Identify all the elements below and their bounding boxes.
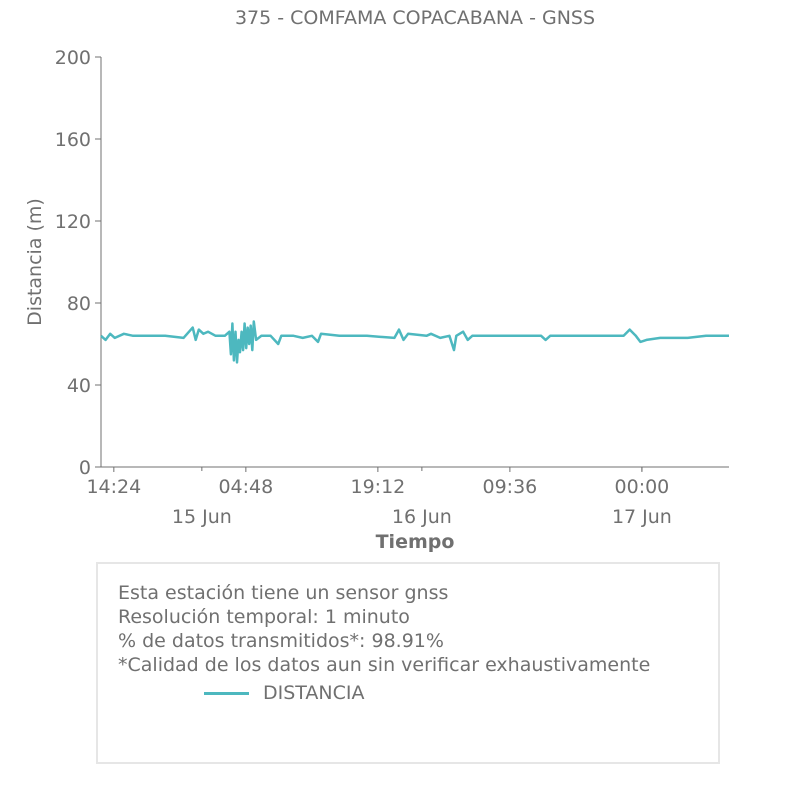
y-tick-label: 200 bbox=[55, 47, 91, 69]
y-axis-label: Distancia (m) bbox=[24, 198, 46, 326]
y-tick-label: 160 bbox=[55, 129, 91, 151]
series-line-distancia bbox=[100, 320, 729, 364]
info-quality-text: *Calidad de los datos aun sin verificar … bbox=[118, 654, 651, 676]
info-resolution-text: Resolución temporal: 1 minuto bbox=[118, 606, 410, 628]
date-label: 15 Jun bbox=[172, 506, 232, 528]
x-tick-label: 14:24 bbox=[86, 476, 141, 498]
chart-title: 375 - COMFAMA COPACABANA - GNSS bbox=[234, 7, 596, 29]
x-tick-label: 09:36 bbox=[483, 476, 538, 498]
y-tick-label: 120 bbox=[55, 211, 91, 233]
info-sensor-text: Esta estación tiene un sensor gnss bbox=[118, 582, 449, 604]
x-tick-label: 00:00 bbox=[615, 476, 670, 498]
x-ticks: 14:24 04:48 19:12 09:36 00:00 15 Jun 16 Jun 17 … bbox=[86, 467, 672, 528]
legend-label: DISTANCIA bbox=[263, 682, 365, 704]
y-ticks: 0 40 80 120 160 200 bbox=[55, 47, 101, 479]
info-legend-box: Esta estación tiene un sensor gnss Resol… bbox=[96, 562, 720, 764]
date-label: 16 Jun bbox=[392, 506, 452, 528]
info-transmitted-text: % de datos transmitidos*: 98.91% bbox=[118, 630, 444, 652]
x-tick-label: 19:12 bbox=[350, 476, 405, 498]
y-tick-label: 80 bbox=[67, 293, 91, 315]
legend-line-swatch bbox=[204, 692, 249, 695]
y-tick-label: 0 bbox=[79, 457, 91, 479]
series-layer bbox=[100, 320, 729, 364]
line-chart: 0 40 80 120 160 200 14:24 04:48 19:12 09:36 00:00… bbox=[24, 47, 729, 553]
x-axis-label: Tiempo bbox=[376, 531, 455, 553]
date-label: 17 Jun bbox=[612, 506, 672, 528]
y-tick-label: 40 bbox=[67, 375, 91, 397]
axes bbox=[100, 57, 729, 468]
x-tick-label: 04:48 bbox=[218, 476, 273, 498]
